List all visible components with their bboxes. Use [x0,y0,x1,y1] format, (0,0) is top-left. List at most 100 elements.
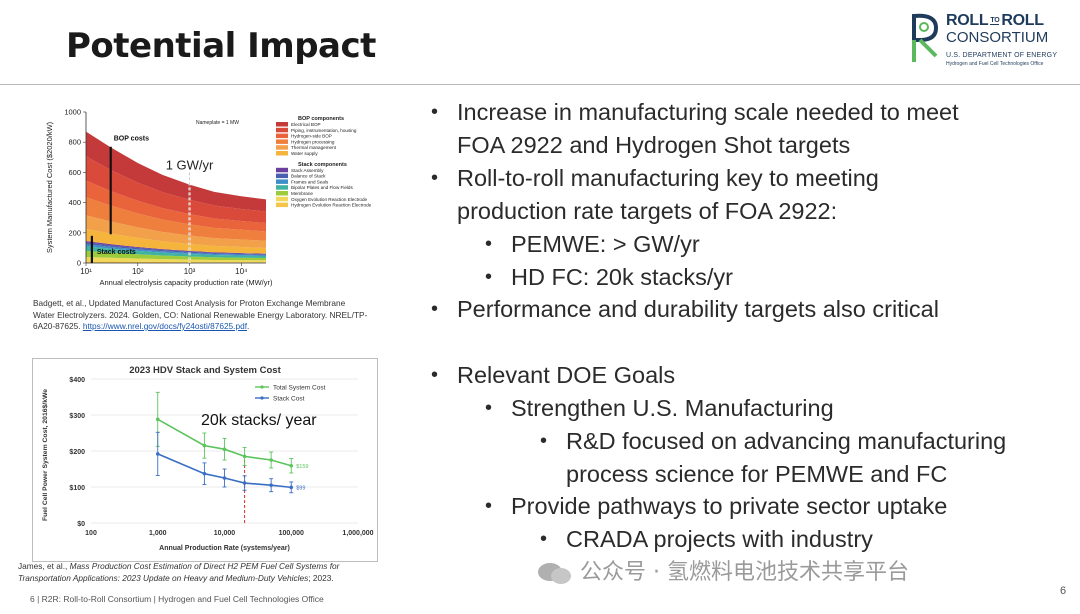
legend-label: Frames and Seals [291,179,329,184]
legend-label: Hydrogen Evolution Reaction Electrode [291,203,372,208]
chart1-nameplate-note: Nameplate = 1 MW [196,120,239,126]
logo-line2: CONSORTIUM [946,29,1049,46]
area-electrical-bop [86,131,266,212]
area-frames-and-seals [86,244,266,257]
chart1-xlabel: Annual electrolysis capacity production … [100,278,273,287]
data-point [155,452,160,456]
data-point [222,447,227,451]
legend-swatch [276,167,288,173]
legend-label: Electrical BOP [291,122,321,127]
legend-swatch [276,122,288,127]
area-hydrogen-evolution-reaction-electrode [86,261,266,263]
data-point [202,443,207,448]
chart2-xtick-label: 100,000 [279,530,304,537]
bullet-4: • Relevant DOE Goals [431,362,676,388]
chart2-xtick-label: 10,000 [214,530,236,537]
legend-label: Hydrogen-side BOP [291,134,332,139]
chart2-xtick-label: 1,000,000 [342,530,373,537]
chart1-ylabel: System Manufactured Cost ($2020/kW) [45,121,54,253]
sub-bullet-pathways: • Provide pathways to private sector upta… [485,493,948,519]
logo-line3: U.S. DEPARTMENT OF ENERGY [946,52,1058,59]
chart1-ytick-label: 0 [77,259,81,268]
legend-label: Oxygen Evolution Reaction Electrode [291,197,368,202]
r2r-emblem-icon [912,13,939,62]
chart2-ytick-label: $200 [69,449,85,456]
legend-swatch [276,196,288,202]
bop-costs-label: BOP costs [114,136,149,143]
chart1-ytick-label: 200 [68,228,81,237]
page-number: 6 [1060,585,1067,597]
legend-swatch [276,179,288,184]
data-point [242,481,247,485]
legend-swatch [276,133,288,139]
legend-label: Piping, instrumentation, housing [291,128,357,133]
wechat-icon [538,563,571,584]
logo-line4: Hydrogen and Fuel Cell Technologies Offi… [946,61,1044,67]
chart2-legend-marker [260,385,264,389]
bullet-2-cont: production rate targets of FOA 2922: [457,198,838,224]
chart1-xtick-label: 10² [132,267,144,276]
chart2-title: 2023 HDV Stack and System Cost [129,365,281,376]
chart2-ytick-label: $400 [69,377,85,384]
chart2-legend-label: Total System Cost [273,385,326,392]
data-point [269,483,273,487]
data-point [155,417,160,422]
area-water-supply [86,228,266,254]
chart1-ytick-label: 400 [68,198,81,207]
roll-to-roll-logo: ROLL TO ROLL CONSORTIUM U.S. DEPARTMENT OF… [906,10,1072,70]
chart1-ytick-label: 600 [68,168,81,177]
chart2-xtick-label: 1,000 [149,530,167,537]
sub-bullet-manufacturing: • Strengthen U.S. Manufacturing [485,395,834,421]
chart2-ytick-label: $300 [69,413,85,420]
slide-footer: 6 | R2R: Roll-to-Roll Consortium | Hydro… [30,594,324,604]
legend-swatch [276,173,288,179]
slide-title: Potential Impact [66,26,376,66]
sub-sub-bullet-rd: • R&D focused on advancing manufacturing [540,428,1007,454]
bullet-1: • Increase in manufacturing scale needed … [431,99,959,125]
area-membrane [86,250,266,261]
area-thermal-management [86,215,266,249]
legend-swatch [276,185,288,190]
chart2-legend-label: Stack Cost [273,396,305,403]
chart2-ytick-label: $0 [77,521,85,528]
chart2-caption: James, et al., Mass Production Cost Esti… [18,561,340,583]
legend-label: Hydrogen processing [291,139,335,144]
legend-bop-title: BOP components [298,116,344,122]
chart1-xtick-label: 10¹ [80,267,92,276]
chart1-xtick-label: 10³ [184,267,196,276]
sub-bullet-pemwe: • PEMWE: > GW/yr [485,231,700,257]
legend-swatch [276,202,288,208]
area-hydrogen-side-bop [86,180,266,232]
bullet-2: • Roll-to-roll manufacturing key to meeti… [431,165,879,191]
legend-stack-title: Stack components [298,162,347,168]
area-piping-instrumentation-housing [86,156,266,223]
data-point [289,463,294,468]
chart1-ytick-label: 1000 [64,108,81,117]
chart2-xlabel: Annual Production Rate (systems/year) [159,545,290,552]
legend-swatch [276,145,288,150]
bullet-3: • Performance and durability targets also… [431,296,939,322]
sub-bullet-hdfc: • HD FC: 20k stacks/yr [485,264,733,290]
end-value-label: $99 [296,485,305,491]
end-value-label: $159 [296,464,308,470]
legend-swatch [276,191,288,196]
chart1-ytick-label: 800 [68,138,81,147]
legend-label: Stack Assembly [291,168,324,173]
series-line-stack-cost [157,453,292,489]
gw-marker-label: 1 GW/yr [166,157,214,172]
chart1-caption: Badgett, et al., Updated Manufactured Co… [33,298,368,331]
area-bipolar-plates-and-flow-fields [86,246,266,259]
data-point [222,476,227,480]
data-point [289,485,294,490]
chart2-ylabel: Fuel Cell Power System Cost, 2016$/kWe [42,389,49,521]
title-divider [0,84,1080,85]
stack-costs-label: Stack costs [97,249,136,256]
watermark: 公众号 · 氢燃料电池技术共享平台 [536,554,909,586]
production-marker-label: 20k stacks/ year [201,412,317,429]
data-point [202,471,207,476]
sub-sub-bullet-crada: • CRADA projects with industry [540,526,873,552]
chart2-ytick-label: $100 [69,485,85,492]
bullet-1-cont: FOA 2922 and Hydrogen Shot targets [457,132,851,158]
nrel-report-link[interactable]: https://www.nrel.gov/docs/fy24osti/87625… [82,321,248,331]
series-line-total-system-cost [157,418,292,467]
